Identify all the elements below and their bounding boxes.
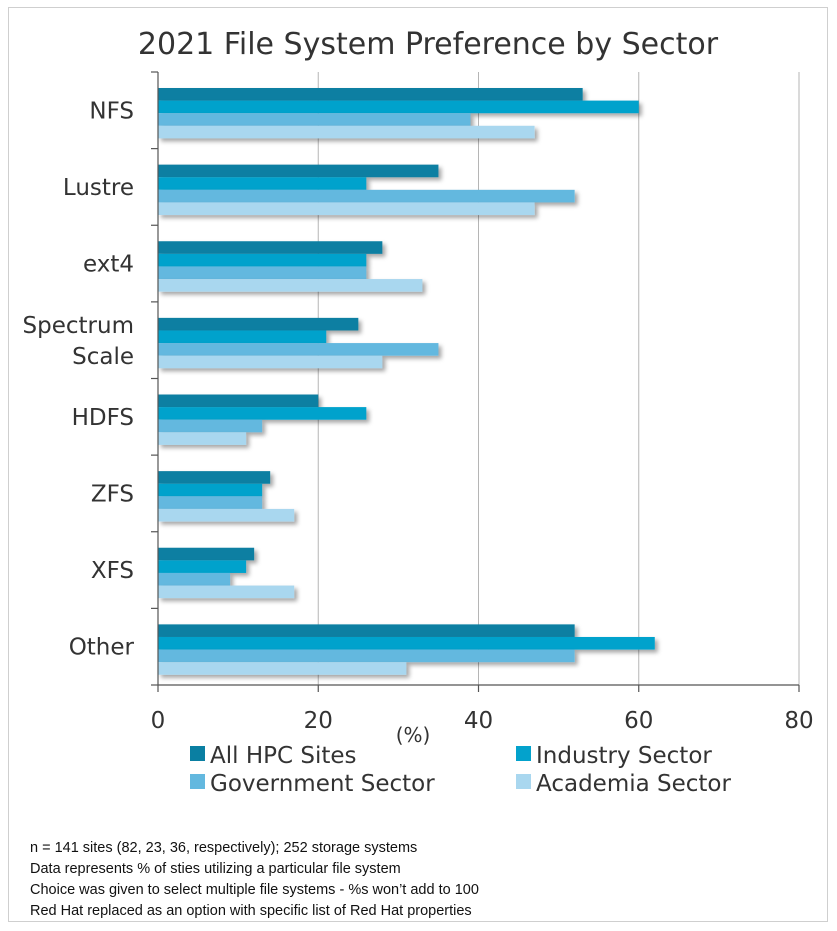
bar-nfs-series-0 <box>158 88 583 101</box>
bar-spectrum-scale-series-1 <box>158 330 327 344</box>
bar-ext4-series-2 <box>158 266 367 280</box>
bar-lustre-series-1 <box>158 177 367 190</box>
bar-zfs-series-3 <box>158 508 295 522</box>
x-tick-label: 80 <box>784 708 813 734</box>
bar-ext4-series-1 <box>158 253 367 267</box>
legend-label: All HPC Sites <box>210 743 357 769</box>
bar-xfs-series-1 <box>158 560 247 573</box>
x-tick-label: 20 <box>304 708 333 734</box>
x-tick-label: 60 <box>624 708 653 734</box>
legend-swatch <box>190 774 205 789</box>
category-label: NFS <box>89 98 134 124</box>
x-axis-label: (%) <box>396 723 431 747</box>
bar-other-series-3 <box>158 662 407 675</box>
bar-lustre-series-0 <box>158 164 439 178</box>
bar-other-series-0 <box>158 624 575 637</box>
bar-other-series-2 <box>158 649 575 663</box>
bar-zfs-series-2 <box>158 496 263 509</box>
bar-zfs-series-1 <box>158 483 263 497</box>
category-label: Spectrum Scale <box>23 313 134 370</box>
x-tick-labels: 0 20 40 60 80 <box>151 708 814 734</box>
category-label: ZFS <box>91 481 134 507</box>
note-4: Red Hat replaced as an option with speci… <box>30 903 472 919</box>
legend-swatch <box>516 774 531 789</box>
category-label: XFS <box>91 558 134 584</box>
x-tick-label: 40 <box>464 708 493 734</box>
legend-label: Academia Sector <box>536 771 732 797</box>
category-labels: NFS Lustre ext4 Spectrum Scale HDFS ZFS XFS Othe… <box>23 98 135 660</box>
bar-other-series-1 <box>158 636 655 650</box>
bar-lustre-series-3 <box>158 202 535 216</box>
legend-swatch <box>516 746 531 761</box>
bar-hdfs-series-1 <box>158 407 367 420</box>
category-label: ext4 <box>83 252 134 278</box>
legend-label: Government Sector <box>210 771 435 797</box>
bar-series-group <box>158 88 655 675</box>
bar-nfs-series-3 <box>158 125 535 139</box>
grid-lines <box>317 72 800 685</box>
bar-zfs-series-0 <box>158 471 271 484</box>
category-label: Other <box>69 635 135 661</box>
bar-spectrum-scale-series-3 <box>158 355 383 369</box>
note-1: n = 141 sites (82, 23, 36, respectively)… <box>30 840 418 856</box>
bar-lustre-series-2 <box>158 189 575 203</box>
bar-hdfs-series-0 <box>158 394 319 408</box>
legend: All HPC Sites Industry Sector Government S… <box>190 743 732 797</box>
chart-title: 2021 File System Preference by Sector <box>138 27 719 62</box>
axes <box>151 71 800 692</box>
bar-hdfs-series-3 <box>158 432 247 445</box>
category-label: HDFS <box>72 405 134 431</box>
bar-xfs-series-0 <box>158 547 255 561</box>
bar-ext4-series-0 <box>158 241 383 254</box>
bar-hdfs-series-2 <box>158 419 263 433</box>
note-2: Data represents % of sties utilizing a p… <box>30 861 401 877</box>
bar-nfs-series-2 <box>158 113 471 126</box>
legend-label: Industry Sector <box>536 743 712 769</box>
bar-ext4-series-3 <box>158 279 423 292</box>
chart-frame <box>8 7 828 922</box>
note-3: Choice was given to select multiple file… <box>30 882 479 898</box>
bar-xfs-series-3 <box>158 585 295 599</box>
bar-spectrum-scale-series-0 <box>158 317 359 331</box>
legend-swatch <box>190 746 205 761</box>
bar-spectrum-scale-series-2 <box>158 343 439 356</box>
category-label: Lustre <box>63 175 134 201</box>
bar-xfs-series-2 <box>158 572 231 586</box>
x-tick-label: 0 <box>151 708 166 734</box>
bar-nfs-series-1 <box>158 100 639 114</box>
